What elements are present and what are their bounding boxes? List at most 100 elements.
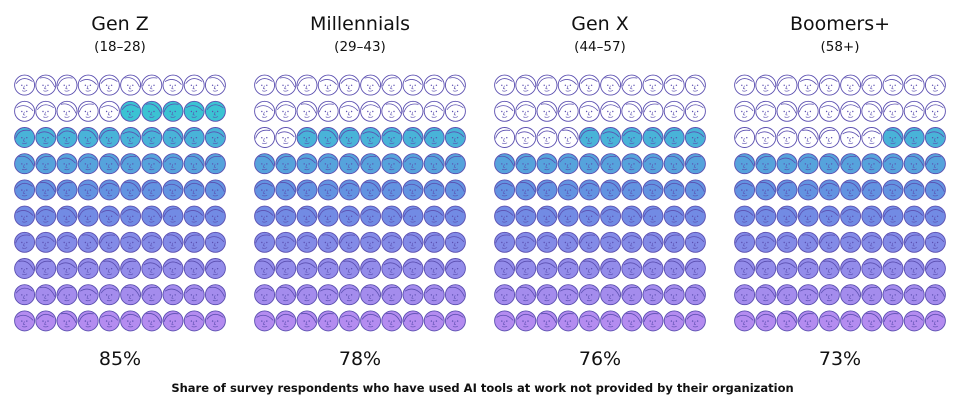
- person-icon-filled: [818, 258, 840, 279]
- person-icon-filled: [882, 310, 904, 332]
- person-icon-filled: [557, 205, 579, 227]
- person-icon-empty: [776, 74, 798, 96]
- person-icon-filled: [903, 127, 925, 148]
- chart-panel-millennials: Millennials (29–43) 78%: [240, 0, 480, 380]
- chart-panel-boomers: Boomers+ (58+) 73%: [720, 0, 960, 380]
- person-icon-empty: [684, 100, 706, 122]
- person-icon-empty: [734, 74, 756, 96]
- person-icon-empty: [98, 100, 120, 122]
- age-range-label: (29–43): [334, 39, 386, 55]
- person-icon-filled: [797, 258, 819, 279]
- person-icon-empty: [642, 100, 664, 122]
- person-icon-filled: [557, 179, 579, 201]
- person-icon-empty: [578, 74, 600, 96]
- generation-title: Gen X: [571, 13, 629, 35]
- person-icon-empty: [494, 74, 516, 96]
- person-icon-filled: [183, 179, 205, 201]
- person-icon-filled: [423, 231, 445, 253]
- person-icon-empty: [381, 100, 403, 122]
- person-icon-filled: [663, 284, 685, 306]
- person-icon-filled: [204, 284, 226, 306]
- person-icon-empty: [903, 74, 925, 96]
- person-icon-empty: [423, 100, 445, 122]
- person-icon-filled: [903, 153, 925, 175]
- person-icon-empty: [120, 74, 142, 96]
- chart-caption: Share of survey respondents who have use…: [171, 381, 794, 395]
- person-icon-filled: [98, 127, 120, 148]
- person-icon-filled: [183, 153, 205, 175]
- person-icon-filled: [734, 179, 756, 201]
- person-icon-filled: [663, 153, 685, 175]
- person-icon-empty: [663, 74, 685, 96]
- pictogram-grid: [254, 72, 466, 334]
- person-icon-filled: [77, 205, 99, 227]
- person-icon-filled: [797, 231, 819, 253]
- person-icon-filled: [162, 231, 184, 253]
- person-icon-filled: [578, 258, 600, 279]
- person-icon-filled: [924, 205, 946, 227]
- person-icon-filled: [684, 284, 706, 306]
- person-icon-empty: [621, 100, 643, 122]
- person-icon-filled: [162, 179, 184, 201]
- person-icon-filled: [56, 231, 78, 253]
- person-icon-empty: [317, 100, 339, 122]
- person-icon-filled: [254, 258, 276, 279]
- person-icon-filled: [734, 205, 756, 227]
- person-icon-filled: [254, 284, 276, 306]
- person-icon-filled: [840, 310, 862, 332]
- person-icon-filled: [183, 310, 205, 332]
- person-icon-empty: [734, 100, 756, 122]
- person-icon-filled: [296, 179, 318, 201]
- person-icon-filled: [882, 179, 904, 201]
- pictogram-grid: [734, 72, 946, 334]
- person-icon-filled: [861, 284, 883, 306]
- person-icon-empty: [797, 100, 819, 122]
- person-icon-empty: [840, 127, 862, 148]
- person-icon-filled: [77, 153, 99, 175]
- person-icon-filled: [14, 205, 36, 227]
- person-icon-filled: [381, 231, 403, 253]
- person-icon-filled: [515, 205, 537, 227]
- person-icon-filled: [663, 127, 685, 148]
- person-icon-filled: [861, 179, 883, 201]
- person-icon-filled: [642, 258, 664, 279]
- person-icon-filled: [183, 100, 205, 122]
- person-icon-filled: [120, 179, 142, 201]
- person-icon-filled: [776, 231, 798, 253]
- person-icon-empty: [578, 100, 600, 122]
- person-icon-empty: [861, 100, 883, 122]
- person-icon-filled: [642, 310, 664, 332]
- person-icon-filled: [14, 284, 36, 306]
- person-icon-empty: [204, 74, 226, 96]
- person-icon-filled: [684, 310, 706, 332]
- person-icon-filled: [35, 284, 57, 306]
- person-icon-filled: [818, 310, 840, 332]
- person-icon-filled: [444, 231, 466, 253]
- person-icon-filled: [903, 231, 925, 253]
- person-icon-filled: [600, 153, 622, 175]
- person-icon-filled: [56, 127, 78, 148]
- person-icon-filled: [141, 310, 163, 332]
- person-icon-filled: [296, 284, 318, 306]
- person-icon-filled: [840, 258, 862, 279]
- person-icon-filled: [734, 258, 756, 279]
- person-icon-filled: [162, 100, 184, 122]
- person-icon-empty: [402, 74, 424, 96]
- person-icon-filled: [141, 179, 163, 201]
- person-icon-filled: [360, 310, 382, 332]
- person-icon-filled: [734, 284, 756, 306]
- person-icon-filled: [515, 179, 537, 201]
- person-icon-filled: [254, 153, 276, 175]
- person-icon-filled: [684, 179, 706, 201]
- person-icon-filled: [360, 127, 382, 148]
- person-icon-filled: [381, 310, 403, 332]
- person-icon-filled: [557, 310, 579, 332]
- person-icon-filled: [924, 310, 946, 332]
- person-icon-filled: [903, 205, 925, 227]
- person-icon-filled: [734, 231, 756, 253]
- person-icon-filled: [840, 153, 862, 175]
- person-icon-empty: [254, 74, 276, 96]
- person-icon-empty: [684, 74, 706, 96]
- person-icon-filled: [423, 127, 445, 148]
- person-icon-filled: [14, 153, 36, 175]
